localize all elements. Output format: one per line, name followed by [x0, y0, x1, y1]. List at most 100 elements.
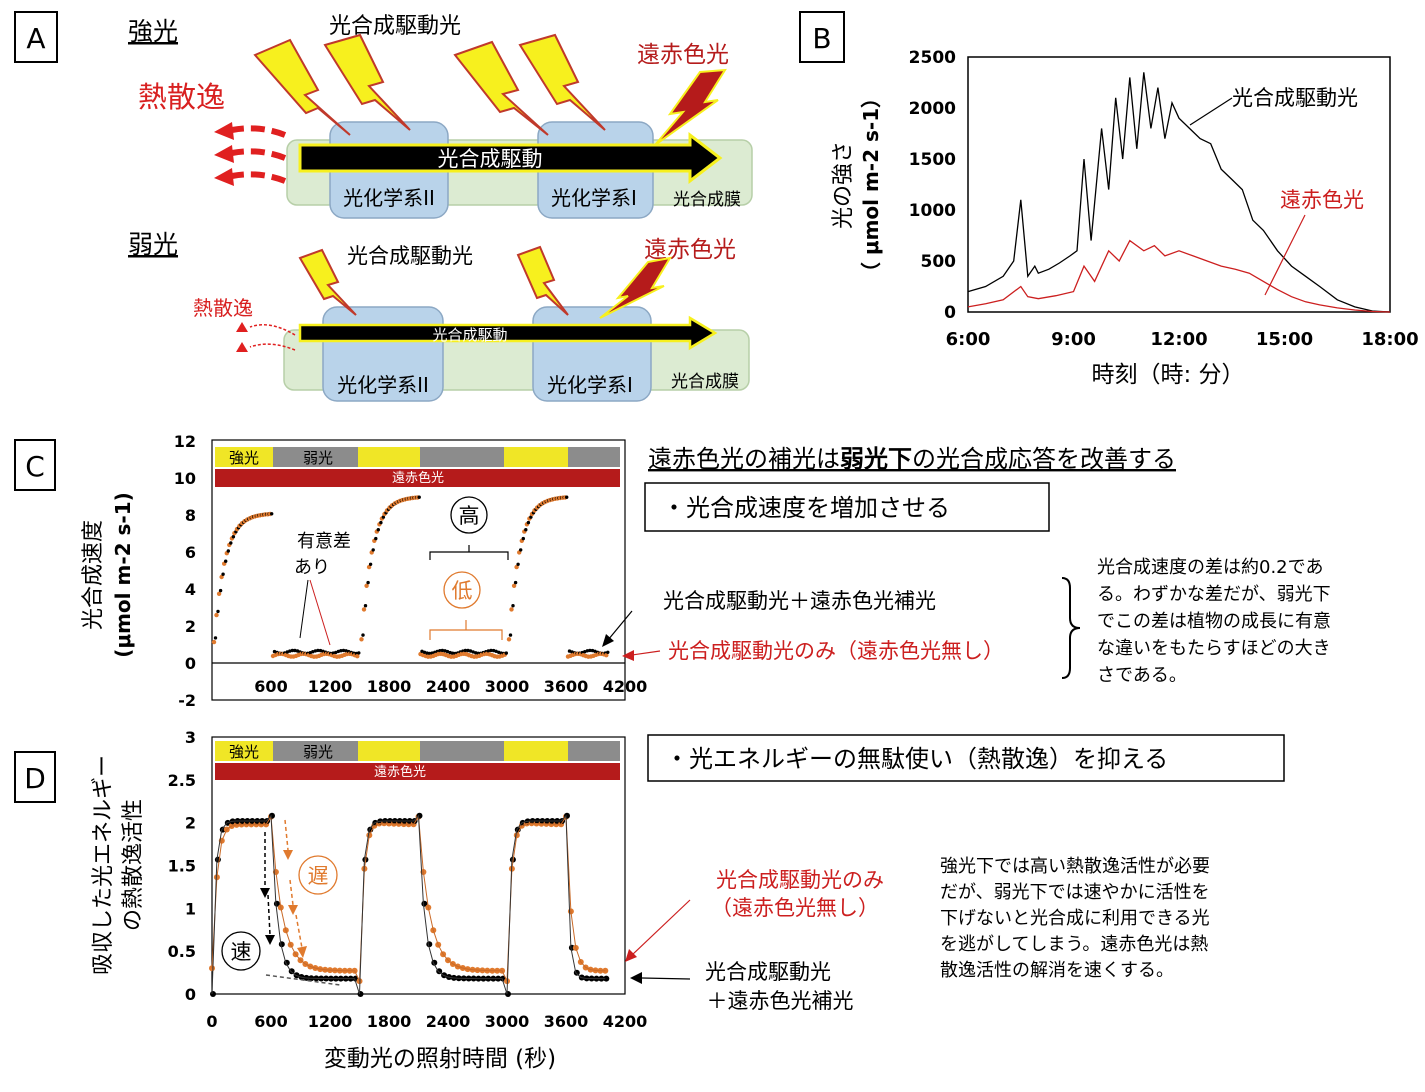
c-legend-orange: 光合成駆動光のみ（遠赤色光無し） [668, 639, 1004, 663]
arrowhead-icon [288, 905, 298, 915]
x-tick-label: 4200 [603, 1012, 648, 1031]
y-tick-label: 0 [944, 303, 956, 323]
data-point-black [213, 636, 218, 640]
panel-b-far-red-label: 遠赤色光 [1280, 188, 1364, 212]
y-tick-label: 2 [185, 814, 196, 833]
c-heading-post: の光合成応答を改善する [912, 445, 1176, 473]
panel-b-x-label: 時刻（時: 分） [1091, 362, 1244, 388]
c-high-circle [450, 496, 488, 534]
strong-ps1-label: 光化学系I [551, 186, 637, 210]
data-point-orange [361, 607, 367, 612]
panel-d-x-ticks: 0 600 1200 1800 2400 3000 3600 4200 [206, 1012, 647, 1031]
c-significance-line2: あり [294, 557, 330, 578]
arrowhead-icon [602, 634, 614, 647]
data-point-black [221, 572, 225, 576]
data-point-orange [214, 612, 219, 618]
heat-wave-icon [231, 148, 287, 161]
x-tick-label: 2400 [426, 1012, 471, 1031]
d-summary-text: ・光エネルギーの無駄使い（熱散逸）を抑える [665, 745, 1168, 773]
weak-lightning-icon [298, 248, 357, 316]
x-tick-label: 2400 [426, 677, 471, 696]
heat-wave-icon [249, 324, 296, 336]
strong-arrow-label: 光合成駆動 [438, 147, 543, 171]
panel-b-y-label: 光の強さ （ μmol m-2 s-1） [831, 88, 883, 282]
data-point-orange [509, 607, 514, 612]
data-point-black [341, 648, 346, 653]
data-point-black [573, 969, 580, 976]
y-tick-label: 2 [185, 617, 196, 636]
data-point-black [440, 648, 445, 653]
d-transition-arrows [264, 819, 341, 986]
strong-heat-arrowheads [214, 122, 234, 186]
d-note: 強光下では高い熱散逸活性が必要だが、弱光下では速やかに活性を下げないと光合成に利… [940, 856, 1210, 981]
arrowhead-icon [625, 949, 637, 962]
d-bar-strong [215, 741, 273, 761]
data-point-black [486, 649, 491, 653]
arrowhead-icon [214, 168, 234, 186]
c-summary-box [644, 482, 1050, 532]
d-note-line: 強光下では高い熱散逸活性が必要 [940, 856, 1210, 877]
x-tick-label: 15:00 [1256, 329, 1313, 350]
c-significance-line1: 有意差 [297, 531, 351, 552]
panel-b: B 0 500 1000 1500 2000 2500 6:00 9:00 12:00 15:0… [799, 11, 1419, 388]
data-point-black [504, 651, 508, 655]
d-legend-black-line2: ＋遠赤色光補光 [707, 989, 854, 1013]
panel-c-y-label-line2: (μmol m-2 s-1) [111, 492, 135, 658]
data-point-orange [359, 637, 364, 642]
weak-drive-light-label: 光合成駆動光 [347, 244, 473, 268]
data-point-black [526, 520, 531, 525]
data-point-black [606, 650, 610, 654]
data-point-black [489, 648, 493, 653]
series-line-black [211, 814, 606, 995]
d-note-line: 下げないと光合成に利用できる光 [940, 908, 1210, 929]
c-heading-pre: 遠赤色光の補光は [648, 445, 840, 473]
lightning-icon [253, 38, 351, 136]
panel-c-plot-frame [211, 439, 626, 701]
d-bar-far-red-label: 遠赤色光 [374, 764, 426, 780]
d-fast-arrow-2 [267, 894, 271, 936]
d-legend-orange-leader [631, 899, 691, 956]
arrowhead-icon [214, 145, 234, 163]
data-point-black [374, 536, 378, 541]
strong-ps2-label: 光化学系II [343, 186, 435, 210]
panel-d-plot-frame [211, 736, 626, 995]
panel-d-letter: D [24, 762, 46, 795]
data-point-black [290, 648, 295, 653]
weak-far-red-label: 遠赤色光 [644, 237, 736, 263]
data-point-black [417, 495, 421, 499]
data-point-black [224, 559, 228, 563]
x-tick-label: 12:00 [1150, 329, 1207, 350]
panel-b-far-red-leader [1264, 214, 1306, 296]
d-bar-weak [568, 741, 620, 761]
x-tick-label: 1200 [308, 1012, 353, 1031]
panel-d: D 0 0.5 1 1.5 2 2.5 3 0 600 1200 1800 2400 3000 3600… [14, 728, 1285, 1072]
c-sig-leader [299, 579, 309, 639]
c-bar-weak-label: 弱光 [303, 449, 333, 467]
data-point-black [334, 650, 338, 655]
c-bar-strong [504, 447, 568, 467]
data-point-black [513, 580, 518, 585]
data-point-black [270, 512, 274, 516]
panel-a-letter-box [14, 11, 58, 63]
d-summary-box [647, 734, 1285, 782]
panel-b-plot-frame [967, 56, 1391, 313]
d-slow-arrow-1 [284, 819, 289, 851]
data-point-black [229, 541, 233, 545]
c-bar-weak [273, 447, 358, 467]
data-point-black [339, 649, 343, 653]
y-tick-label: 1000 [909, 201, 956, 221]
d-note-line: を逃がしてしまう。遠赤色光は熱 [940, 934, 1208, 955]
data-point-black [508, 633, 513, 637]
d-bar-strong-label: 強光 [229, 743, 259, 761]
d-note-line: 散逸活性の解消を速くする。 [940, 960, 1174, 981]
d-slow-arrow-2 [289, 879, 294, 906]
panel-c: C -2 0 2 4 6 8 10 12 600 1200 1800 2400 3000 3600 420… [14, 432, 1331, 710]
d-fast-baseline-arrow [265, 974, 341, 986]
strong-far-red-label: 遠赤色光 [637, 42, 729, 68]
data-point-black [381, 515, 386, 519]
panel-d-y-label: 吸収した光エネルギー の熱散逸活性 [91, 755, 146, 975]
x-tick-label: 6:00 [946, 329, 991, 350]
data-point-black [231, 535, 236, 539]
x-tick-label: 4200 [603, 677, 648, 696]
